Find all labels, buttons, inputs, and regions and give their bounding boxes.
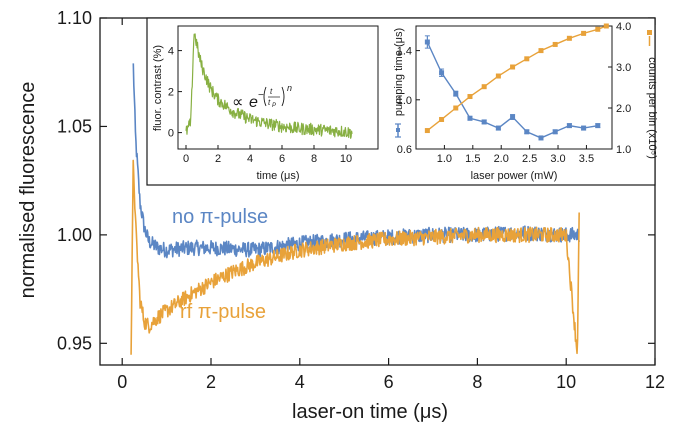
inset2-y-tick-label: 0.6 [397, 144, 412, 156]
main-x-tick-label: 4 [295, 372, 305, 392]
inset2-x-tick-label: 3.0 [550, 153, 565, 165]
inset2-axis-ticks: 1.0 1.5 2.0 2.5 3.0 3.5 0.6 1.0 1.4 1.0 2.0 3.0 4.0 [397, 21, 632, 165]
inset2-pumping-point [595, 123, 601, 129]
inset2-counts-point [581, 30, 587, 36]
inset1-plot-frame [177, 25, 379, 150]
svg-text:∝: ∝ [232, 94, 243, 111]
main-y-tick-label: 1.05 [57, 116, 92, 136]
inset2-counts-point [552, 41, 558, 47]
svg-text:e: e [249, 94, 258, 111]
inset1-x-tick-label: 0 [183, 153, 189, 165]
inset2-pumping-point [524, 129, 530, 135]
main-y-tick-label: 0.95 [57, 333, 92, 353]
inset2-counts-point [538, 48, 544, 54]
inset2-counts-point [439, 116, 445, 122]
inset2-y2-tick-label: 2.0 [616, 103, 631, 115]
inset1-y-tick-label: 0 [168, 128, 174, 140]
inset2-pumping-point [538, 135, 544, 141]
annotation-no-pi-pulse: no π-pulse [172, 206, 268, 228]
inset2-counts-point [453, 105, 459, 111]
main-x-tick-label: 2 [206, 372, 216, 392]
inset1-x-axis-label: time (μs) [256, 170, 299, 182]
inset2-counts-point [424, 128, 430, 134]
inset2-x-tick-label: 2.0 [494, 153, 509, 165]
main-x-tick-label: 6 [384, 372, 394, 392]
inset1-y-axis-label: fluor. contrast (%) [152, 45, 164, 131]
inset2-counts-point [481, 84, 487, 90]
main-y-tick-label: 1.10 [57, 8, 92, 28]
inset1-x-tick-label: 10 [340, 153, 352, 165]
inset2-counts-point [524, 56, 530, 62]
inset2-y-axis-label: pumping time (μs) [393, 28, 405, 116]
main-x-tick-label: 12 [645, 372, 665, 392]
inset2-x-tick-label: 3.5 [579, 153, 594, 165]
inset2-pumping-point [439, 70, 445, 76]
inset2-counts-point [467, 94, 473, 100]
inset2-x-tick-label: 2.5 [522, 153, 537, 165]
inset2-y2-axis-label-group: counts per bin (x10⁵) [646, 30, 658, 159]
inset2-y2-tick-label: 4.0 [616, 21, 631, 33]
main-y-tick-label: 1.00 [57, 225, 92, 245]
main-x-tick-label: 10 [556, 372, 576, 392]
main-series-line-rf-pi-pulse [130, 159, 580, 355]
svg-text:−: − [258, 90, 264, 101]
inset2-pumping-point [581, 125, 587, 131]
inset2-y-axis-label-group: pumping time (μs) [393, 28, 405, 138]
main-y-axis-label: normalised fluorescence [17, 82, 39, 299]
main-x-axis-label: laser-on time (μs) [292, 401, 448, 423]
inset2-y2-tick-label: 3.0 [616, 62, 631, 74]
inset2-pumping-point [424, 39, 430, 45]
inset2-pumping-point [552, 129, 558, 135]
inset1-axis-ticks: 0 2 4 6 8 10 0 2 4 [168, 46, 352, 165]
inset2-pumping-point [566, 123, 572, 129]
inset2-y-tick-label: 1.4 [397, 46, 412, 58]
inset-box [146, 17, 656, 186]
inset2-y2-tick-label: 1.0 [616, 144, 631, 156]
inset2-y-tick-label: 1.0 [397, 95, 412, 107]
inset1-x-tick-label: 8 [311, 153, 317, 165]
inset2-plot-frame [415, 25, 613, 150]
inset2-counts-point [603, 23, 609, 29]
inset2-x-axis-label: laser power (mW) [471, 170, 558, 182]
inset1-x-tick-label: 2 [215, 153, 221, 165]
inset2-counts-point [566, 35, 572, 41]
inset1-y-tick-label: 4 [168, 46, 174, 58]
main-series-group [130, 63, 581, 355]
inset2-counts-point [510, 64, 516, 70]
inset1-y-tick-label: 2 [168, 87, 174, 99]
inset2-y2-axis-label: counts per bin (x10⁵) [646, 57, 658, 159]
main-x-tick-label: 0 [117, 372, 127, 392]
svg-text:P: P [272, 103, 276, 109]
inset2-pumping-point [467, 115, 473, 121]
inset2-pumping-point [481, 119, 487, 125]
inset2-pumping-point [453, 91, 459, 97]
svg-text:t: t [268, 98, 271, 107]
inset2-counts-point [495, 73, 501, 79]
inset1-series-group [185, 33, 353, 139]
inset1-series-line [185, 33, 353, 139]
main-x-tick-label: 8 [472, 372, 482, 392]
svg-text:n: n [287, 83, 292, 93]
inset1-x-tick-label: 6 [279, 153, 285, 165]
inset2-series-group [424, 23, 609, 141]
main-series-line-no-pi-pulse [132, 63, 581, 259]
inset1-decay-formula: ∝ e − t t P n [232, 83, 292, 111]
inset2-x-tick-label: 1.0 [437, 153, 452, 165]
svg-text:t: t [270, 87, 273, 96]
inset2-pumping-point [510, 114, 516, 120]
inset1-x-tick-label: 4 [247, 153, 253, 165]
annotation-rf-pi-pulse: rf π-pulse [180, 301, 266, 323]
inset2-x-tick-label: 1.5 [465, 153, 480, 165]
inset2-pumping-point [495, 125, 501, 131]
inset2-counts-point [595, 26, 601, 32]
